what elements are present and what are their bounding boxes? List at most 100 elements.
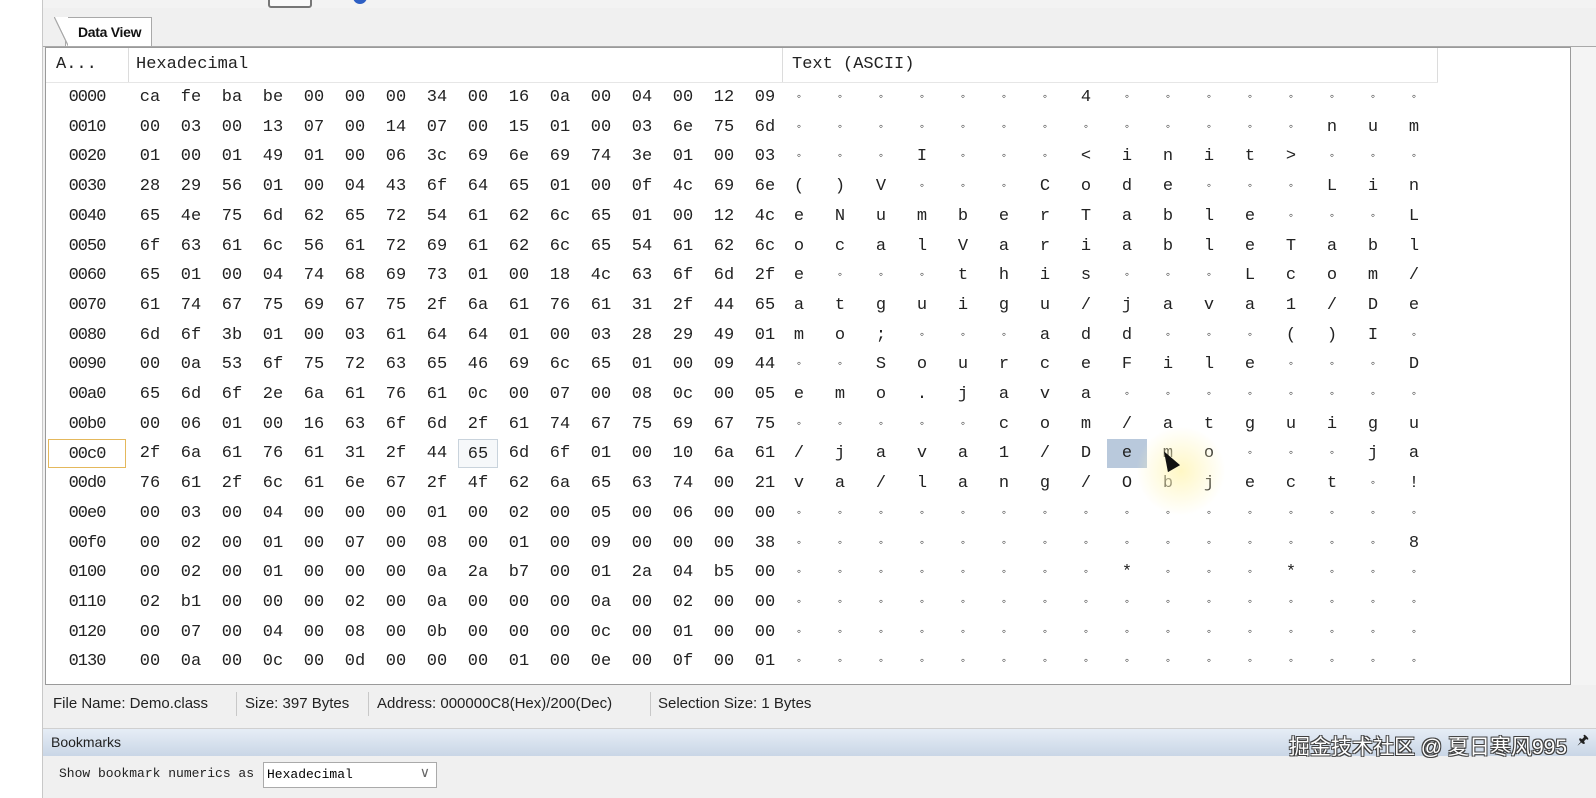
- hex-byte-cell[interactable]: 61: [508, 414, 530, 434]
- row-address[interactable]: 00c0: [48, 439, 126, 469]
- hex-byte-cell[interactable]: 75: [754, 414, 776, 434]
- ascii-char-cell[interactable]: V: [957, 236, 969, 256]
- hex-byte-cell[interactable]: 69: [303, 295, 325, 315]
- hex-byte-cell[interactable]: 54: [631, 236, 653, 256]
- ascii-char-cell[interactable]: ◦: [1000, 179, 1008, 194]
- ascii-char-cell[interactable]: ◦: [836, 149, 844, 164]
- ascii-char-cell[interactable]: a: [957, 444, 969, 464]
- ascii-char-cell[interactable]: ◦: [1328, 624, 1336, 639]
- ascii-char-cell[interactable]: a: [998, 236, 1010, 256]
- hex-byte-cell[interactable]: 2a: [467, 563, 489, 583]
- hex-byte-cell[interactable]: 00: [672, 533, 694, 553]
- hex-byte-cell[interactable]: 00: [590, 177, 612, 197]
- ascii-char-cell[interactable]: a: [1080, 385, 1092, 404]
- hex-byte-cell[interactable]: 6c: [262, 236, 284, 256]
- ascii-char-cell[interactable]: a: [1162, 295, 1174, 315]
- hex-byte-cell[interactable]: 04: [262, 266, 284, 286]
- ascii-char-cell[interactable]: ◦: [877, 268, 885, 283]
- ascii-char-cell[interactable]: m: [834, 385, 846, 404]
- row-address[interactable]: 00d0: [68, 474, 107, 494]
- hex-byte-cell[interactable]: 6f: [180, 325, 202, 345]
- hex-byte-cell[interactable]: 01: [262, 533, 284, 553]
- ascii-char-cell[interactable]: ◦: [1041, 119, 1049, 134]
- ascii-char-cell[interactable]: ◦: [1164, 594, 1172, 609]
- ascii-char-cell[interactable]: ◦: [795, 505, 803, 520]
- ascii-char-cell[interactable]: m: [1367, 266, 1379, 286]
- hex-byte-cell[interactable]: 00: [303, 592, 325, 612]
- ascii-char-cell[interactable]: a: [793, 295, 805, 315]
- hex-byte-cell[interactable]: 09: [713, 355, 735, 375]
- hex-byte-cell[interactable]: 00: [713, 533, 735, 553]
- hex-byte-cell[interactable]: 00: [549, 652, 571, 672]
- hex-byte-cell[interactable]: 01: [590, 563, 612, 583]
- hex-byte-cell[interactable]: 01: [221, 414, 243, 434]
- hex-byte-cell[interactable]: 61: [672, 236, 694, 256]
- ascii-char-cell[interactable]: ◦: [1328, 654, 1336, 669]
- ascii-char-cell[interactable]: *: [1121, 563, 1133, 583]
- ascii-char-cell[interactable]: a: [1121, 236, 1133, 256]
- hex-byte-cell[interactable]: 00: [713, 622, 735, 642]
- ascii-char-cell[interactable]: ◦: [1000, 90, 1008, 104]
- ascii-char-cell[interactable]: ◦: [1000, 535, 1008, 550]
- ascii-char-cell[interactable]: ◦: [795, 535, 803, 550]
- hex-byte-cell[interactable]: 00: [221, 622, 243, 642]
- ascii-char-cell[interactable]: ◦: [1328, 90, 1336, 104]
- ascii-char-cell[interactable]: r: [1039, 206, 1051, 226]
- hex-byte-cell[interactable]: 00: [631, 444, 653, 464]
- ascii-char-cell[interactable]: ◦: [795, 624, 803, 639]
- ascii-char-cell[interactable]: t: [1244, 147, 1256, 167]
- row-address[interactable]: 0110: [68, 592, 107, 612]
- ascii-char-cell[interactable]: ◦: [877, 535, 885, 550]
- row-address[interactable]: 0070: [68, 295, 107, 315]
- hex-byte-cell[interactable]: 63: [180, 236, 202, 256]
- hex-byte-cell[interactable]: 07: [303, 117, 325, 137]
- ascii-char-cell[interactable]: n: [1408, 177, 1420, 197]
- hex-byte-cell[interactable]: 64: [467, 177, 489, 197]
- ascii-char-cell[interactable]: m: [1408, 117, 1420, 137]
- ascii-char-cell[interactable]: a: [875, 236, 887, 256]
- hex-byte-cell[interactable]: 2a: [631, 563, 653, 583]
- hex-byte-cell[interactable]: 61: [139, 295, 161, 315]
- hex-byte-cell[interactable]: 44: [754, 355, 776, 375]
- hex-byte-cell[interactable]: 04: [631, 88, 653, 107]
- ascii-char-cell[interactable]: m: [916, 206, 928, 226]
- ascii-char-cell[interactable]: l: [916, 236, 928, 256]
- ascii-char-cell[interactable]: ◦: [1410, 654, 1418, 669]
- hex-byte-cell[interactable]: 00: [344, 563, 366, 583]
- ascii-char-cell[interactable]: u: [1408, 414, 1420, 434]
- ascii-char-cell[interactable]: ◦: [1369, 594, 1377, 609]
- ascii-char-cell[interactable]: u: [957, 355, 969, 375]
- hex-byte-cell[interactable]: 61: [344, 385, 366, 404]
- hex-byte-cell[interactable]: 63: [631, 266, 653, 286]
- ascii-char-cell[interactable]: a: [998, 385, 1010, 404]
- hex-byte-cell[interactable]: 02: [180, 563, 202, 583]
- hex-byte-cell[interactable]: 10: [672, 444, 694, 464]
- hex-byte-cell[interactable]: 6d: [713, 266, 735, 286]
- ascii-char-cell[interactable]: g: [1244, 414, 1256, 434]
- hex-byte-cell[interactable]: 00: [713, 147, 735, 167]
- hex-byte-cell[interactable]: 18: [549, 266, 571, 286]
- ascii-char-cell[interactable]: ◦: [1205, 268, 1213, 283]
- hex-byte-cell[interactable]: 01: [262, 177, 284, 197]
- hex-byte-cell[interactable]: 6f: [139, 236, 161, 256]
- ascii-char-cell[interactable]: o: [1326, 266, 1338, 286]
- hex-byte-cell[interactable]: 00: [590, 385, 612, 404]
- hex-byte-cell[interactable]: 72: [344, 355, 366, 375]
- ascii-char-cell[interactable]: O: [1121, 474, 1133, 494]
- ascii-char-cell[interactable]: ◦: [1287, 505, 1295, 520]
- ascii-char-cell[interactable]: ◦: [918, 327, 926, 342]
- hex-byte-cell[interactable]: 6a: [549, 474, 571, 494]
- hex-byte-cell[interactable]: 01: [508, 533, 530, 553]
- hex-byte-cell[interactable]: 02: [508, 503, 530, 523]
- hex-byte-cell[interactable]: 08: [426, 533, 448, 553]
- ascii-char-cell[interactable]: ◦: [1164, 654, 1172, 669]
- hex-byte-cell[interactable]: 00: [344, 147, 366, 167]
- hex-byte-cell[interactable]: 00: [713, 385, 735, 404]
- hex-byte-cell[interactable]: 00: [631, 622, 653, 642]
- row-address[interactable]: 00b0: [68, 414, 107, 434]
- ascii-char-cell[interactable]: ◦: [1164, 565, 1172, 580]
- ascii-char-cell[interactable]: ◦: [1205, 535, 1213, 550]
- hex-byte-cell[interactable]: 01: [426, 503, 448, 523]
- ascii-char-cell[interactable]: (: [793, 177, 805, 197]
- ascii-char-cell[interactable]: ◦: [795, 654, 803, 669]
